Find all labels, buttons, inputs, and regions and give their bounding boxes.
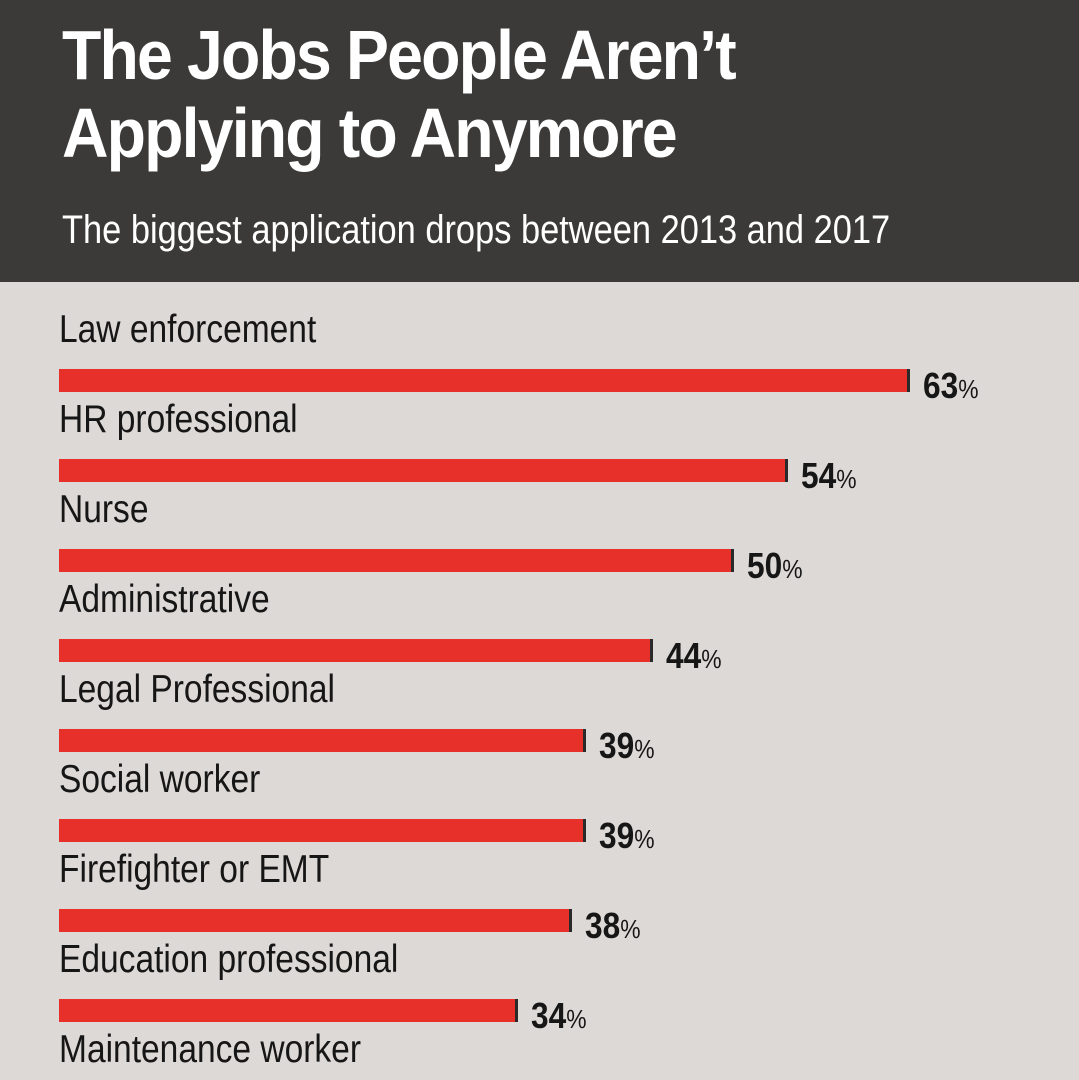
bar-firefighter-or-emt	[59, 909, 572, 932]
bar-hr-professional	[59, 459, 788, 482]
category-label-social-worker: Social worker	[59, 758, 261, 801]
bar-education-professional	[59, 999, 518, 1022]
chart-subtitle: The biggest application drops between 20…	[62, 208, 891, 252]
value-number: 38	[585, 905, 621, 946]
value-label-firefighter-or-emt: 38%	[585, 906, 641, 949]
value-unit: %	[566, 1004, 587, 1034]
value-number: 44	[666, 635, 702, 676]
value-unit: %	[634, 824, 655, 854]
category-label-firefighter-or-emt: Firefighter or EMT	[59, 848, 330, 891]
category-label-education-professional: Education professional	[59, 938, 399, 981]
bar-social-worker	[59, 819, 586, 842]
value-number: 54	[801, 455, 837, 496]
category-label-maintenance-worker: Maintenance worker	[59, 1028, 362, 1071]
value-unit: %	[958, 374, 979, 404]
value-number: 63	[923, 365, 959, 406]
value-unit: %	[620, 914, 641, 944]
bar-legal-professional	[59, 729, 586, 752]
value-number: 34	[531, 995, 567, 1036]
value-label-law-enforcement: 63%	[923, 366, 979, 409]
bar-law-enforcement	[59, 369, 910, 392]
chart-title: The Jobs People Aren’t Applying to Anymo…	[62, 16, 737, 172]
value-number: 39	[599, 725, 635, 766]
bar-administrative	[59, 639, 653, 662]
category-label-legal-professional: Legal Professional	[59, 668, 335, 711]
value-unit: %	[634, 734, 655, 764]
bar-nurse	[59, 549, 734, 572]
category-label-nurse: Nurse	[59, 488, 149, 531]
value-label-hr-professional: 54%	[801, 456, 857, 499]
value-number: 50	[747, 545, 783, 586]
value-label-nurse: 50%	[747, 546, 803, 589]
category-label-law-enforcement: Law enforcement	[59, 308, 317, 351]
value-label-social-worker: 39%	[599, 816, 655, 859]
value-unit: %	[701, 644, 722, 674]
category-label-administrative: Administrative	[59, 578, 270, 621]
value-unit: %	[782, 554, 803, 584]
category-label-hr-professional: HR professional	[59, 398, 298, 441]
value-label-education-professional: 34%	[531, 996, 587, 1039]
value-number: 39	[599, 815, 635, 856]
header-banner: The Jobs People Aren’t Applying to Anymo…	[0, 0, 1079, 282]
value-label-administrative: 44%	[666, 636, 722, 679]
value-label-legal-professional: 39%	[599, 726, 655, 769]
value-unit: %	[836, 464, 857, 494]
